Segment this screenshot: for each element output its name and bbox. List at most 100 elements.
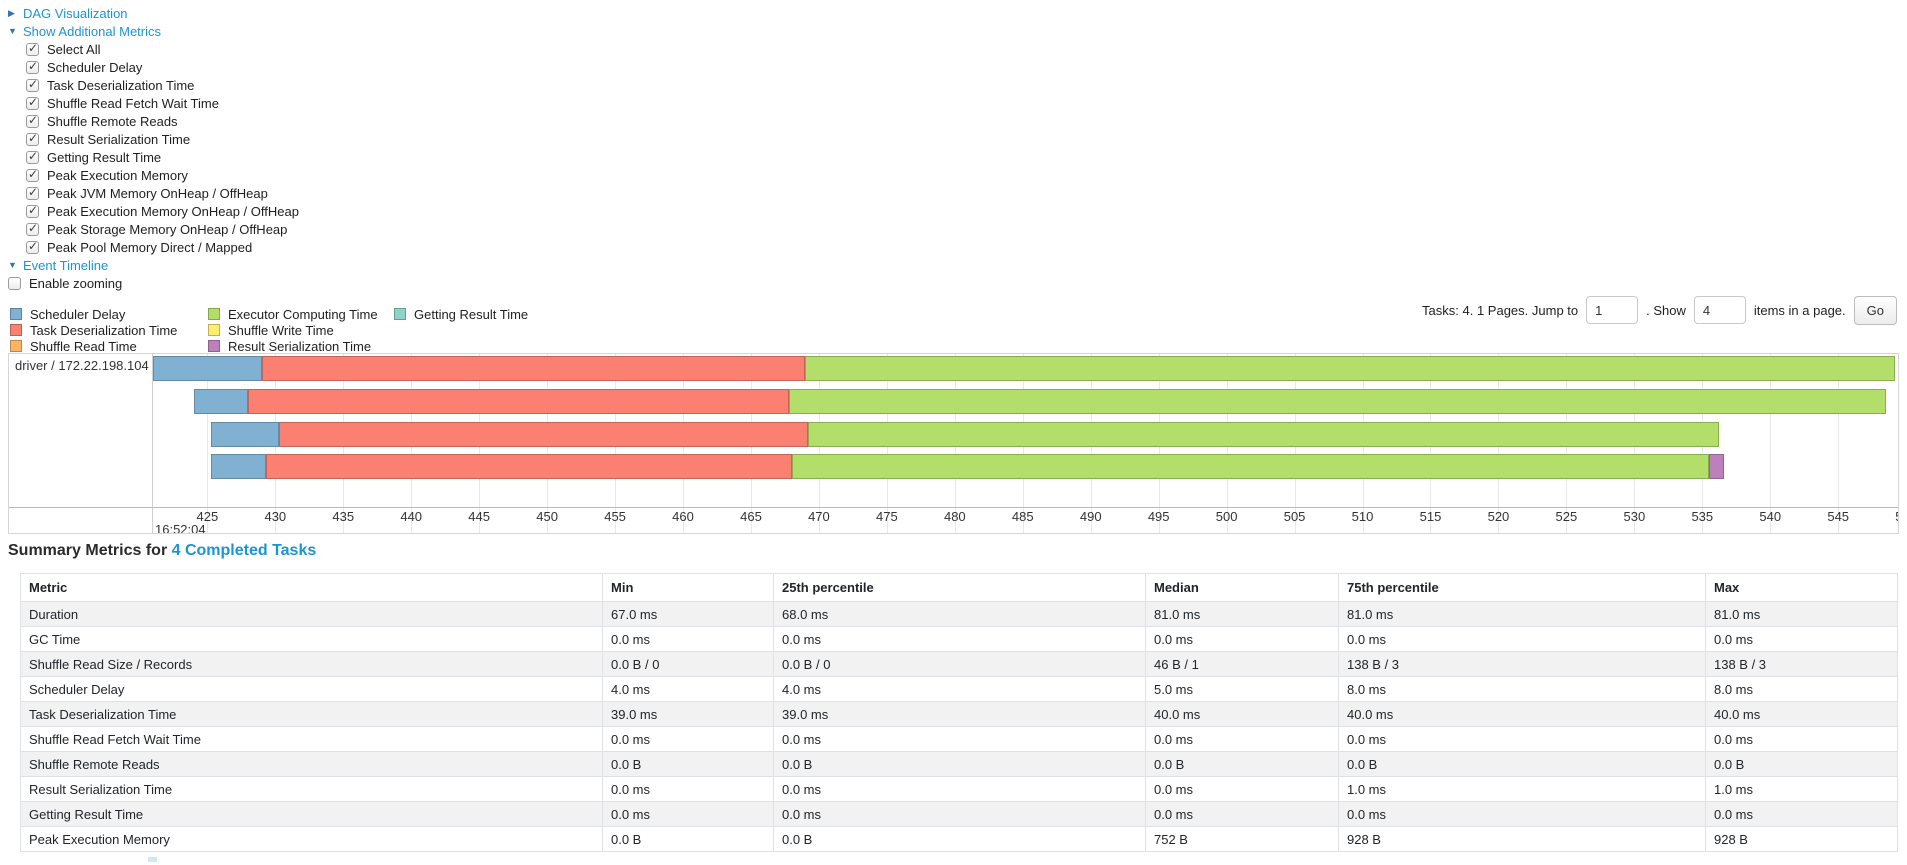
task-segment-task-deserialization[interactable] — [261, 356, 806, 381]
show-additional-metrics-toggle[interactable]: ▼ Show Additional Metrics — [8, 22, 299, 40]
go-button[interactable]: Go — [1853, 295, 1897, 325]
task-segment-executor-computing[interactable] — [791, 454, 1710, 479]
axis-tick-label: 435 — [332, 509, 355, 524]
metric-value-cell: 0.0 B — [773, 826, 1146, 852]
metric-checkbox-row: Select All — [26, 40, 299, 58]
metric-checkbox-row: Getting Result Time — [26, 148, 299, 166]
metric-value-cell: 0.0 ms — [602, 726, 774, 752]
metric-checkbox[interactable] — [26, 95, 39, 110]
legend-swatch-result-serialization — [208, 340, 220, 352]
metric-value-cell: 0.0 B — [1145, 751, 1339, 777]
task-pagination: Tasks: 4. 1 Pages. Jump to . Show items … — [1422, 292, 1897, 328]
completed-tasks-link[interactable]: 4 Completed Tasks — [171, 542, 317, 559]
metric-name-cell: Shuffle Read Size / Records — [20, 651, 603, 677]
chevron-right-icon: ▶ — [8, 7, 15, 18]
metric-checkbox-row: Peak Storage Memory OnHeap / OffHeap — [26, 220, 299, 238]
metric-value-cell: 0.0 B — [602, 826, 774, 852]
task-segment-task-deserialization[interactable] — [279, 422, 809, 447]
legend-swatch-scheduler-delay — [10, 308, 22, 320]
metric-checkbox[interactable] — [26, 149, 39, 164]
legend-swatch-executor-computing — [208, 308, 220, 320]
metric-value-cell: 0.0 ms — [1145, 776, 1339, 802]
event-timeline-toggle[interactable]: ▼ Event Timeline — [8, 256, 299, 274]
metric-checkbox[interactable] — [26, 221, 39, 236]
metric-value-cell: 0.0 ms — [1705, 726, 1898, 752]
axis-tick-label: 425 — [196, 509, 219, 524]
jump-to-page-input[interactable] — [1586, 296, 1639, 324]
axis-tick-label: 500 — [1215, 509, 1238, 524]
task-segment-scheduler-delay[interactable] — [211, 454, 266, 479]
metric-value-cell: 81.0 ms — [1338, 601, 1706, 627]
summary-column-header: Median — [1145, 573, 1339, 602]
summary-column-header: Max — [1705, 573, 1898, 602]
metric-value-cell: 68.0 ms — [773, 601, 1146, 627]
task-segment-scheduler-delay[interactable] — [211, 422, 280, 447]
dag-visualization-toggle[interactable]: ▶ DAG Visualization — [8, 4, 299, 22]
metric-value-cell: 0.0 B / 0 — [773, 651, 1146, 677]
legend-label: Task Deserialization Time — [30, 322, 178, 338]
summary-table-row: Shuffle Remote Reads 0.0 B 0.0 B 0.0 B 0.0 B… — [20, 751, 1898, 777]
metric-value-cell: 5.0 ms — [1145, 676, 1339, 702]
tasks-count-text: Tasks: 4. 1 Pages. Jump to — [1422, 302, 1579, 318]
metric-value-cell: 0.0 B — [773, 751, 1146, 777]
metric-checkbox-label: Result Serialization Time — [47, 131, 191, 147]
metric-value-cell: 40.0 ms — [1145, 701, 1339, 727]
event-timeline-link[interactable]: Event Timeline — [23, 257, 109, 273]
task-segment-executor-computing[interactable] — [808, 422, 1719, 447]
metric-checkbox-row: Peak Pool Memory Direct / Mapped — [26, 238, 299, 256]
chevron-down-icon: ▼ — [8, 260, 17, 270]
legend-item: Shuffle Write Time — [208, 322, 394, 338]
metric-value-cell: 0.0 B — [1705, 751, 1898, 777]
metric-value-cell: 138 B / 3 — [1338, 651, 1706, 677]
metric-checkbox-row: Peak Execution Memory — [26, 166, 299, 184]
axis-tick-label: 465 — [740, 509, 762, 524]
metric-checkbox[interactable] — [26, 113, 39, 128]
items-per-page-text: items in a page. — [1753, 302, 1846, 318]
executor-group-label: driver / 172.22.198.104 — [15, 358, 149, 373]
metric-value-cell: 0.0 ms — [1338, 626, 1706, 652]
legend-item: Result Serialization Time — [208, 338, 394, 354]
legend-swatch-shuffle-write — [208, 324, 220, 336]
legend-item: Shuffle Read Time — [10, 338, 208, 354]
dag-visualization-link[interactable]: DAG Visualization — [23, 5, 128, 21]
event-timeline-chart: driver / 172.22.198.104 425 430 435 440 445 4… — [8, 353, 1899, 534]
metric-checkbox[interactable] — [26, 185, 39, 200]
summary-table-row: Shuffle Read Size / Records 0.0 B / 0 0.0 … — [20, 651, 1898, 677]
show-additional-metrics-link[interactable]: Show Additional Metrics — [23, 23, 162, 39]
cut-off-element — [148, 857, 157, 862]
additional-metrics-list: Select All Scheduler Delay Task Deserializ… — [26, 40, 299, 256]
task-segment-task-deserialization[interactable] — [248, 389, 790, 414]
metric-checkbox[interactable] — [26, 131, 39, 146]
task-segment-scheduler-delay[interactable] — [193, 389, 249, 414]
enable-zooming-checkbox[interactable] — [8, 276, 21, 290]
axis-tick-label: 515 — [1419, 509, 1442, 524]
task-segment-executor-computing[interactable] — [805, 356, 1896, 381]
metric-checkbox[interactable] — [26, 203, 39, 218]
legend-label: Shuffle Read Time — [30, 338, 137, 354]
axis-tick-label: 520 — [1487, 509, 1510, 524]
task-segment-task-deserialization[interactable] — [265, 454, 792, 479]
summary-table-row: Task Deserialization Time 39.0 ms 39.0 ms 4… — [20, 701, 1898, 727]
axis-tick-label: 495 — [1147, 509, 1170, 524]
metric-checkbox-label: Task Deserialization Time — [47, 77, 195, 93]
metric-value-cell: 0.0 ms — [1705, 801, 1898, 827]
summary-table-row: Duration 67.0 ms 68.0 ms 81.0 ms 81.0 ms 81.0… — [20, 601, 1898, 627]
metric-checkbox[interactable] — [26, 77, 39, 92]
metric-value-cell: 0.0 ms — [773, 801, 1146, 827]
metric-name-cell: Result Serialization Time — [20, 776, 603, 802]
task-segment-scheduler-delay[interactable] — [153, 356, 262, 381]
summary-column-header: 25th percentile — [773, 573, 1146, 602]
task-segment-executor-computing[interactable] — [789, 389, 1886, 414]
metric-checkbox[interactable] — [26, 59, 39, 74]
metric-name-cell: Duration — [20, 601, 603, 627]
page-size-input[interactable] — [1693, 296, 1746, 324]
metric-value-cell: 928 B — [1338, 826, 1706, 852]
metric-value-cell: 0.0 ms — [773, 776, 1146, 802]
task-segment-result-serialization[interactable] — [1709, 454, 1725, 479]
metric-checkbox[interactable] — [26, 167, 39, 182]
enable-zooming-row: Enable zooming — [8, 274, 299, 292]
metric-checkbox[interactable] — [26, 239, 39, 254]
metric-checkbox[interactable] — [26, 41, 39, 56]
show-text: . Show — [1646, 302, 1686, 318]
metric-name-cell: Peak Execution Memory — [20, 826, 603, 852]
